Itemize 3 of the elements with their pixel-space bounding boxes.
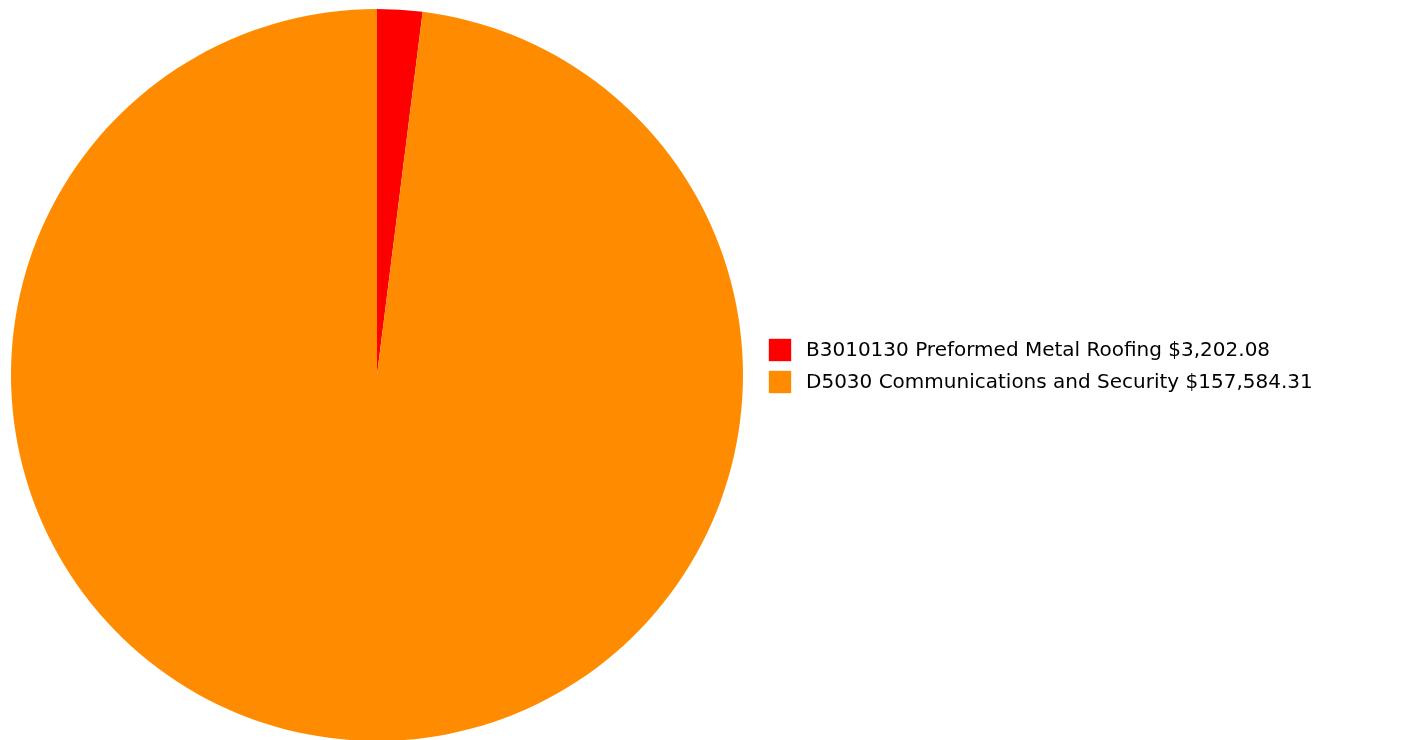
legend-label: D5030 Communications and Security $157,584.31 — [806, 369, 1313, 393]
pie-slice — [11, 9, 743, 740]
legend-label: B3010130 Preformed Metal Roofing $3,202.08 — [806, 337, 1271, 361]
